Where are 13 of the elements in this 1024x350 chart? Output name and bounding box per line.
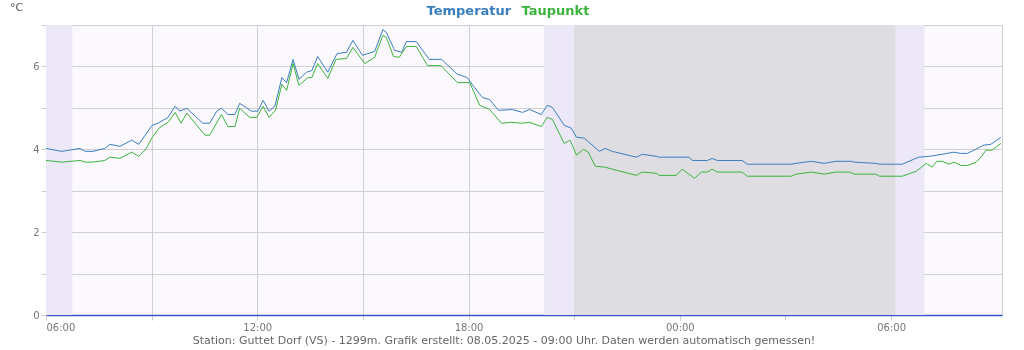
- y-tick-label: 6: [33, 60, 40, 72]
- y-axis-title: °C: [10, 1, 24, 14]
- y-tick-label: 0: [33, 309, 40, 321]
- series-label: Temperatur: [426, 3, 512, 18]
- text: Station: Guttet Dorf (VS) - 1299m. Grafik erstellt: 08.05.2025 - 09:00 Uhr. Daten werden automatisch gemessen!: [192, 334, 816, 347]
- x-tick-label: 06:00: [46, 321, 76, 333]
- x-tick-label: 06:00: [877, 321, 906, 333]
- y-tick-label: 4: [33, 143, 40, 155]
- x-tick-label: 18:00: [454, 321, 484, 333]
- text: Taupunkt: [521, 3, 590, 18]
- x-tick-label: 12:00: [243, 321, 273, 333]
- y-tick-label: 2: [33, 226, 40, 238]
- x-tick-label: 00:00: [665, 321, 695, 333]
